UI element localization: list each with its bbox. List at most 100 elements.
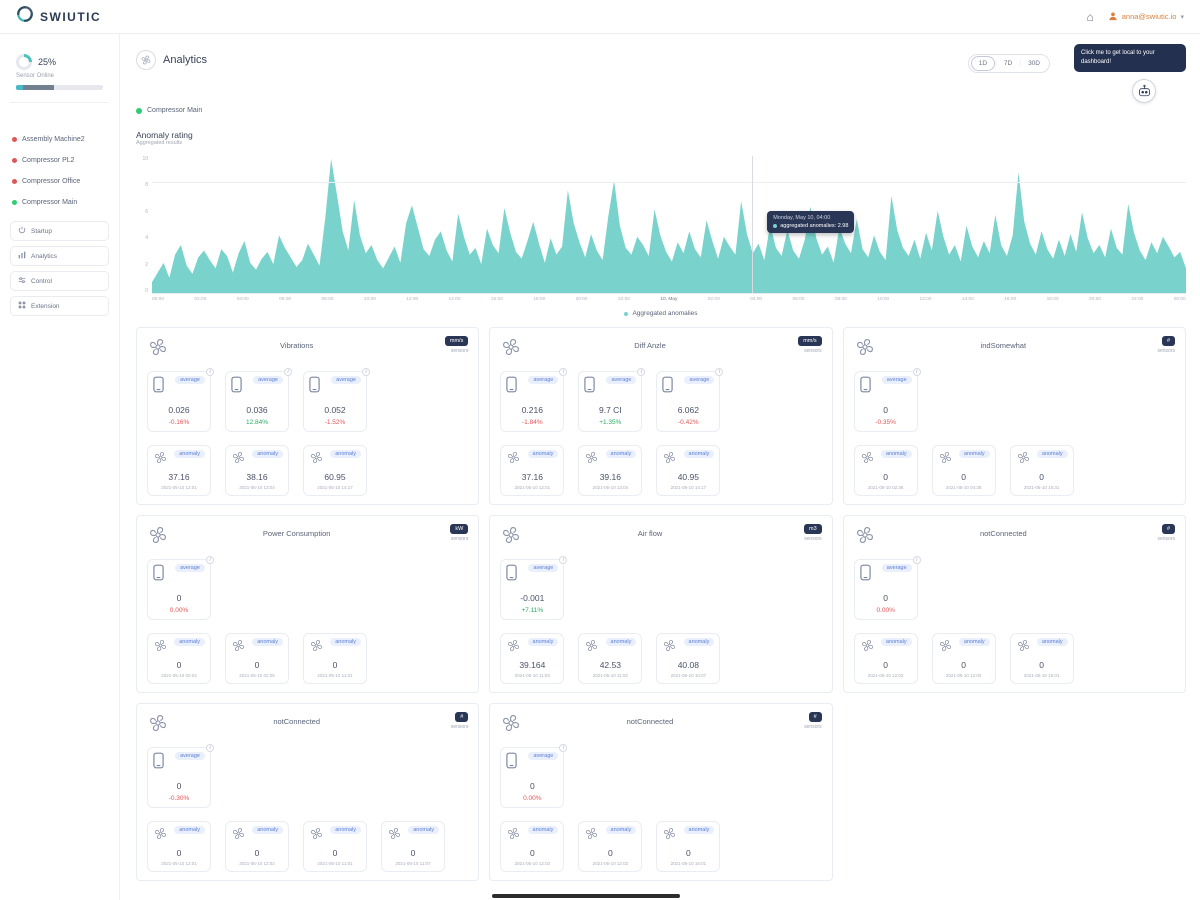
anomaly-value: 0	[254, 660, 260, 670]
anomaly-tile[interactable]: anomaly 0 2021-05-10 12:02	[500, 821, 565, 872]
anomaly-tile[interactable]: anomaly 0 2021-05-10 16:31	[1009, 445, 1074, 496]
anomaly-timestamp: 2021-05-10 16:01	[1023, 673, 1060, 678]
robot-assistant-icon[interactable]	[1132, 79, 1156, 103]
anomaly-pill: anomaly	[330, 450, 361, 458]
metric-card-3: Power Consumption kW sensors i average 0 0.00%…	[136, 515, 480, 693]
average-tile[interactable]: i average 0.026 -0.16%	[147, 368, 214, 432]
info-icon[interactable]: i	[637, 368, 646, 376]
average-tile[interactable]: i average 0.216 -1.84%	[500, 368, 568, 432]
user-menu[interactable]: anna@swiutic.io ▾	[1108, 11, 1184, 23]
sidebar-item-startup[interactable]: Startup	[10, 221, 109, 241]
main-content: Analytics 1D | 7D | 30D Click me to get loca…	[120, 34, 1200, 900]
info-icon[interactable]: i	[559, 368, 568, 376]
x-tick: 20:00	[575, 297, 588, 302]
x-tick: 18:00	[1046, 297, 1059, 302]
anomaly-tile[interactable]: anomaly 0 2021-05-10 11:07	[381, 821, 445, 872]
anomaly-tile[interactable]: anomaly 38.16 2021-05-10 13:04	[225, 445, 289, 496]
anomaly-pill: anomaly	[174, 826, 205, 834]
average-pill: average	[253, 376, 283, 384]
anomaly-tile[interactable]: anomaly 0 2021-05-10 12:02	[225, 821, 289, 872]
anomaly-timestamp: 2021-05-10 16:31	[1023, 485, 1060, 490]
sidebar-machine-2[interactable]: Compressor Office	[0, 171, 119, 192]
sidebar-item-extension[interactable]: Extension	[10, 296, 109, 316]
average-tile[interactable]: i average 6.062 -0.42%	[656, 368, 724, 432]
compressor-fan-icon	[500, 336, 522, 358]
range-button-7d[interactable]: 7D	[1003, 60, 1013, 67]
anomaly-tile[interactable]: anomaly 0 2021-05-10 16:01	[656, 821, 721, 872]
info-icon[interactable]: i	[912, 556, 921, 564]
average-tile[interactable]: i average 9.7 CI +1.35%	[578, 368, 646, 432]
anomaly-tile[interactable]: anomaly 39.164 2021-05-10 11:03	[500, 633, 565, 684]
app-logo[interactable]: SWIUTIC	[16, 5, 101, 28]
gridline	[152, 182, 1186, 184]
anomaly-tile[interactable]: anomaly 40.95 2021-05-10 14:17	[656, 445, 721, 496]
fan-icon	[506, 450, 521, 465]
average-tile[interactable]: i average -0.001 +7.11%	[500, 556, 568, 620]
average-tile[interactable]: i average 0.036 12.84%	[225, 368, 292, 432]
anomaly-tile[interactable]: anomaly 0 2021-05-10 11:01	[303, 633, 367, 684]
info-icon[interactable]: i	[912, 368, 921, 376]
anomaly-tile[interactable]: anomaly 0 2021-05-10 12:01	[147, 821, 211, 872]
anomaly-tile[interactable]: anomaly 0 2021-05-10 02:05	[225, 633, 289, 684]
anomaly-tile[interactable]: anomaly 0 2021-05-10 16:01	[1009, 633, 1074, 684]
anomaly-tile[interactable]: anomaly 0 2021-05-10 11:01	[303, 821, 367, 872]
average-tile[interactable]: i average 0 -0.30%	[147, 744, 214, 808]
fan-icon	[662, 450, 677, 465]
anomaly-pill: anomaly	[330, 638, 361, 646]
anomaly-tile[interactable]: anomaly 0 2021-05-10 02:36	[853, 445, 918, 496]
home-icon[interactable]: ⌂	[1086, 9, 1094, 24]
range-button-1d[interactable]: 1D	[970, 56, 996, 71]
x-tick: 08:00	[321, 297, 334, 302]
sidebar-machine-3[interactable]: Compressor Main	[0, 192, 119, 213]
anomaly-tile[interactable]: anomaly 39.16 2021-05-10 13:04	[578, 445, 643, 496]
x-tick: 22:00	[617, 297, 630, 302]
sliders-icon	[18, 276, 26, 286]
anomaly-tile[interactable]: anomaly 0 2021-05-10 12:02	[853, 633, 918, 684]
sidebar-item-analytics[interactable]: Analytics	[10, 246, 109, 266]
anomaly-tile[interactable]: anomaly 60.95 2021-05-10 14:17	[303, 445, 367, 496]
anomaly-tile[interactable]: anomaly 0 2021-05-10 12:02	[578, 821, 643, 872]
info-icon[interactable]: i	[362, 368, 370, 376]
time-range-selector: 1D | 7D | 30D	[967, 54, 1050, 73]
info-icon[interactable]: i	[559, 744, 568, 752]
anomaly-tile[interactable]: anomaly 40.08 2021-05-10 10:07	[656, 633, 721, 684]
average-tile[interactable]: i average 0 -0.35%	[853, 368, 921, 432]
average-tile[interactable]: i average 0 0.00%	[147, 556, 214, 620]
chart-icon	[18, 251, 26, 261]
anomaly-timestamp: 2021-05-10 02:36	[867, 485, 904, 490]
average-tile[interactable]: i average 0 0.00%	[500, 744, 568, 808]
info-icon[interactable]: i	[559, 556, 568, 564]
anomaly-tile[interactable]: anomaly 0 2021-05-10 04:38	[931, 445, 996, 496]
average-tile[interactable]: i average 0.052 -1.52%	[303, 368, 370, 432]
sidebar-item-control[interactable]: Control	[10, 271, 109, 291]
anomaly-tile[interactable]: anomaly 37.16 2021-05-10 12:01	[500, 445, 565, 496]
sidebar-machine-1[interactable]: Compressor PL2	[0, 150, 119, 171]
anomaly-tile[interactable]: anomaly 0 2021-05-10 12:02	[931, 633, 996, 684]
anomaly-pill: anomaly	[880, 638, 912, 646]
anomaly-tile[interactable]: anomaly 0 2021-05-10 02:04	[147, 633, 211, 684]
unit-badge: m3	[804, 524, 822, 534]
phone-icon	[153, 564, 164, 586]
average-value: 9.7 CI	[598, 405, 622, 415]
x-tick: 12:00	[919, 297, 932, 302]
info-icon[interactable]: i	[206, 368, 214, 376]
sidebar-item-label: Startup	[31, 227, 52, 235]
anomaly-value: 0	[883, 660, 889, 670]
info-icon[interactable]: i	[284, 368, 292, 376]
sidebar-machine-0[interactable]: Assembly Machine2	[0, 129, 119, 150]
tooltip-value: aggregated anomalies: 2.98	[780, 222, 849, 229]
info-icon[interactable]: i	[206, 744, 214, 752]
average-tile[interactable]: i average 0 0.00%	[853, 556, 921, 620]
chart-plot[interactable]: Monday, May 10, 04:00 aggregated anomali…	[152, 156, 1186, 294]
anomaly-chart[interactable]: 10 8 6 4 2 0 Monday, May 10, 04:00 aggregated…	[136, 156, 1186, 294]
anomaly-timestamp: 2021-05-10 14:17	[317, 485, 353, 490]
range-button-30d[interactable]: 30D	[1028, 60, 1040, 67]
scrollbar-handle[interactable]	[492, 894, 680, 898]
compressor-fan-icon	[147, 524, 169, 546]
anomaly-tile[interactable]: anomaly 37.16 2021-05-10 12:01	[147, 445, 211, 496]
info-icon[interactable]: i	[206, 556, 214, 564]
sensor-online-gauge: 25% Sensor Online	[10, 48, 109, 103]
info-icon[interactable]: i	[715, 368, 724, 376]
anomaly-value: 0	[961, 660, 967, 670]
anomaly-tile[interactable]: anomaly 42.53 2021-05-10 11:02	[578, 633, 643, 684]
